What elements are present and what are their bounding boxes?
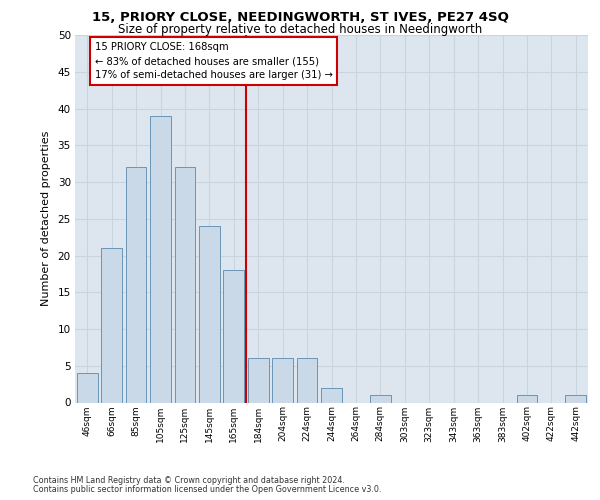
Bar	[223, 270, 244, 402]
Text: 15 PRIORY CLOSE: 168sqm
← 83% of detached houses are smaller (155)
17% of semi-d: 15 PRIORY CLOSE: 168sqm ← 83% of detache…	[95, 42, 332, 80]
Bar	[150, 116, 171, 403]
Bar	[175, 168, 196, 402]
Bar	[370, 395, 391, 402]
Bar	[517, 395, 538, 402]
Bar	[101, 248, 122, 402]
Text: Contains HM Land Registry data © Crown copyright and database right 2024.: Contains HM Land Registry data © Crown c…	[33, 476, 345, 485]
Bar	[565, 395, 586, 402]
Bar	[199, 226, 220, 402]
Bar	[125, 168, 146, 402]
Bar	[77, 373, 98, 402]
Text: 15, PRIORY CLOSE, NEEDINGWORTH, ST IVES, PE27 4SQ: 15, PRIORY CLOSE, NEEDINGWORTH, ST IVES,…	[92, 11, 508, 24]
Bar	[296, 358, 317, 403]
Y-axis label: Number of detached properties: Number of detached properties	[41, 131, 50, 306]
Bar	[248, 358, 269, 403]
Text: Contains public sector information licensed under the Open Government Licence v3: Contains public sector information licen…	[33, 484, 382, 494]
Bar	[272, 358, 293, 403]
Bar	[321, 388, 342, 402]
Text: Size of property relative to detached houses in Needingworth: Size of property relative to detached ho…	[118, 22, 482, 36]
